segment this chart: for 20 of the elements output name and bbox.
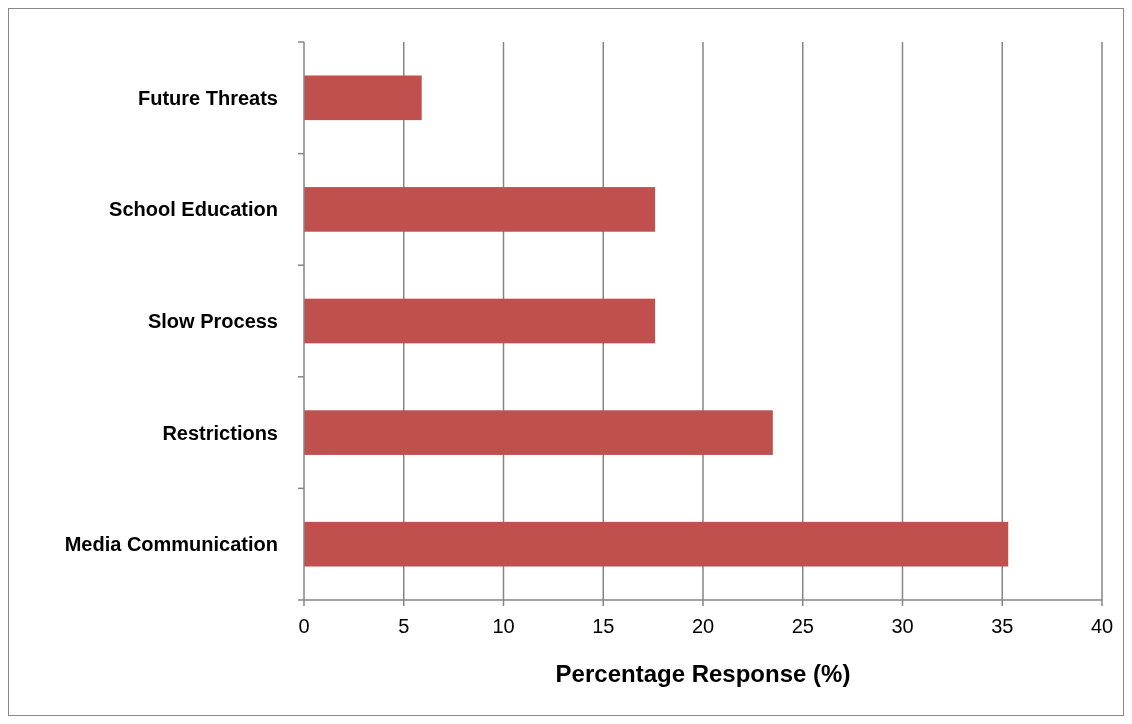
x-tick-label: 5 [398,615,410,637]
y-tick-label: School Education [109,198,278,221]
bar [304,298,656,344]
x-tick-label: 35 [991,615,1014,637]
x-tick-label: 20 [691,615,715,637]
y-tick-label: Future Threats [137,86,278,109]
x-tick-label: 40 [1090,615,1114,637]
bar [304,187,656,232]
bar [304,521,1009,567]
y-tick-label: Slow Process [147,310,278,332]
x-tick-label: 25 [791,615,814,637]
x-tick-label: 0 [298,615,310,637]
x-tick-label: 10 [492,615,515,637]
bar [304,410,773,455]
y-tick-label: Media Communication [64,533,278,556]
y-tick-label: Restrictions [162,421,278,444]
x-tick-label: 30 [891,615,914,637]
x-tick-label: 15 [592,615,615,637]
bar [304,75,422,121]
x-axis-title: Percentage Response (%) [555,660,851,687]
